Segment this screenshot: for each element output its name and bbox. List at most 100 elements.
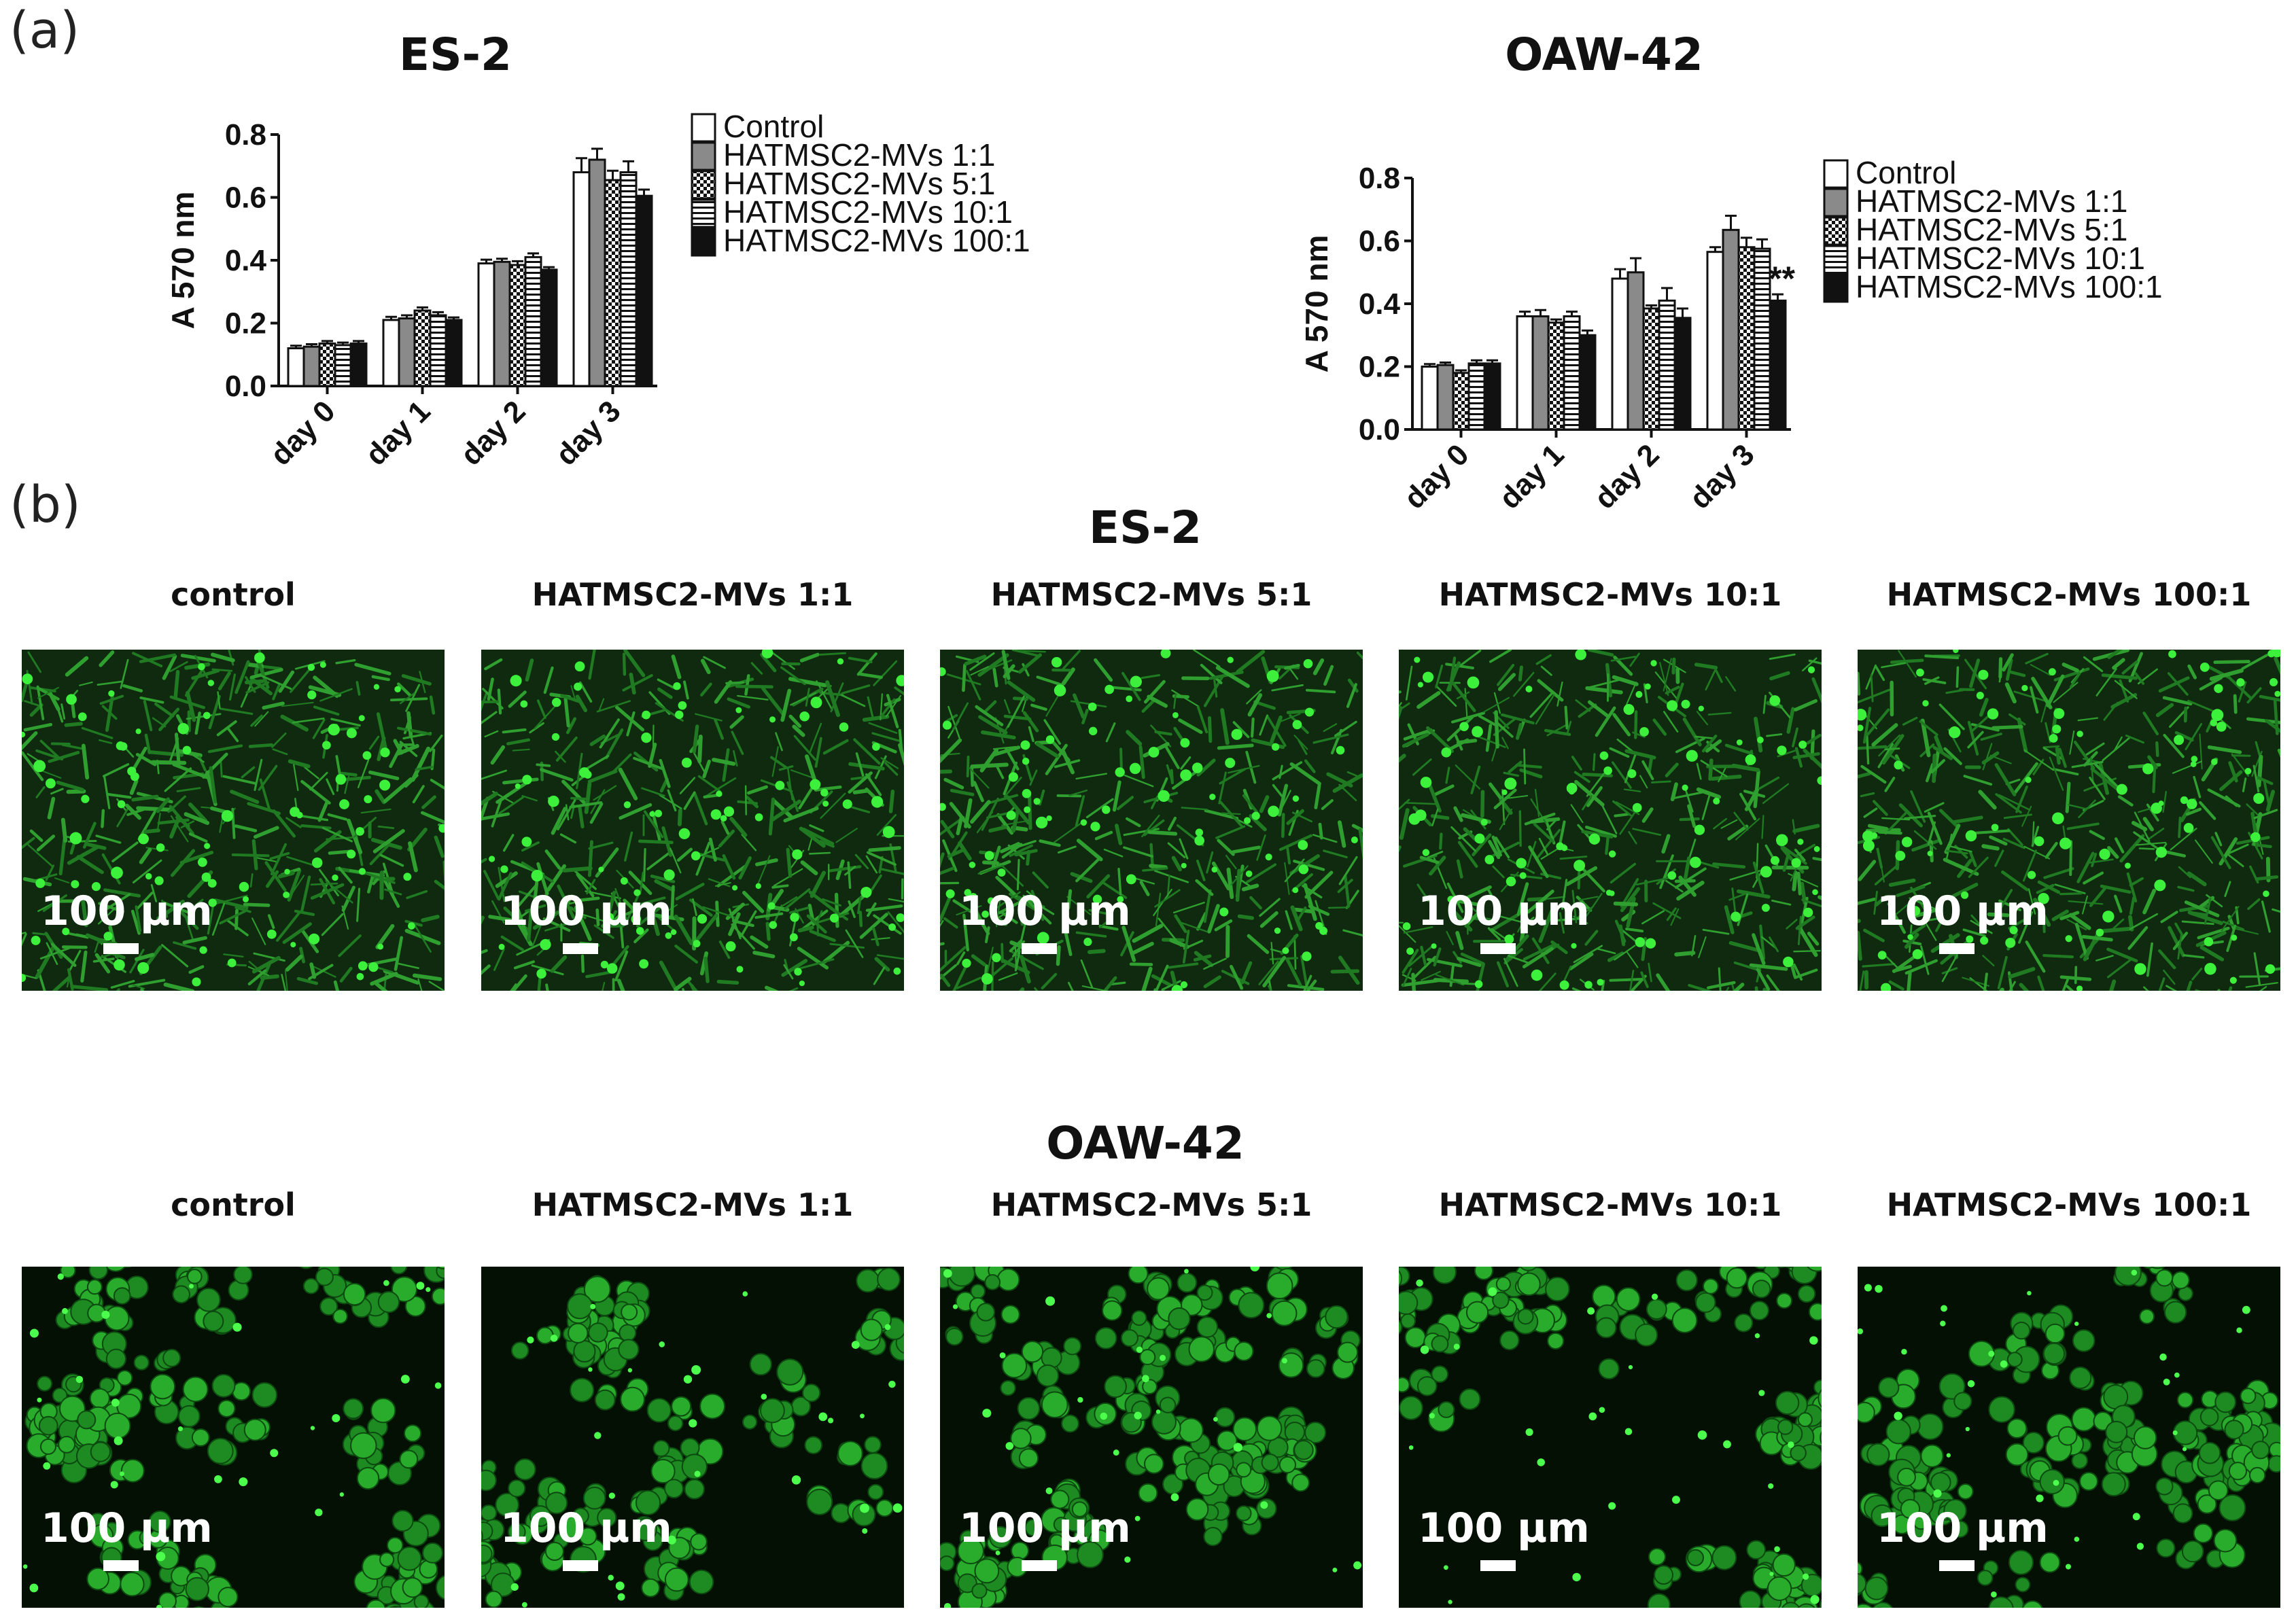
cell-texture [1858, 650, 2280, 991]
micrograph-image: 100 µm [22, 1267, 445, 1608]
legend-label: Control [723, 109, 824, 144]
condition-label: control [171, 576, 296, 613]
scale-bar [103, 1560, 139, 1571]
chart-0: 0.0 0.2 0.4 0.6 0.8 A 570 nm day 0 day 1 day 2 da… [165, 109, 1030, 472]
scale-bar [103, 943, 139, 954]
bar [1563, 315, 1581, 431]
x-tick-label: day 2 [454, 394, 532, 472]
bar [524, 256, 542, 387]
x-tick-label: day 2 [1588, 438, 1665, 515]
bar [619, 171, 638, 387]
x-tick-label: day 3 [549, 394, 627, 472]
scale-bar [1939, 943, 1975, 954]
x-tick-label: day 0 [1397, 438, 1475, 515]
chart-title-es2: ES-2 [399, 29, 512, 81]
y-tick-label: 0.8 [225, 118, 266, 152]
scale-bar-label: 100 µm [500, 887, 672, 935]
bar [1421, 366, 1439, 431]
bar [1753, 247, 1771, 431]
legend-swatch [1823, 216, 1849, 246]
scale-bar [1022, 1560, 1057, 1571]
scale-bar [1939, 1560, 1975, 1571]
scale-bar-label: 100 µm [1418, 887, 1590, 935]
micrograph-image: 100 µm [1858, 650, 2280, 991]
micrograph-image: 100 µm [1399, 650, 1822, 991]
chart-1: 0.0 0.2 0.4 0.6 0.8 A 570 nm day 0 day 1 day 2 da… [1299, 155, 2163, 516]
bar [604, 179, 622, 387]
condition-label: HATMSC2-MVs 1:1 [532, 1186, 854, 1223]
legend-swatch [1823, 273, 1849, 303]
legend-swatch [1823, 245, 1849, 275]
x-tick-label: day 1 [359, 394, 436, 472]
y-tick-label: 0.8 [1359, 162, 1400, 195]
bar [318, 342, 336, 387]
bar [1436, 364, 1455, 431]
bar [287, 347, 305, 387]
bar [540, 268, 558, 387]
bar [445, 319, 463, 387]
legend-label: HATMSC2-MVs 100:1 [1856, 269, 2163, 304]
legend-label: HATMSC2-MVs 10:1 [723, 194, 1013, 230]
legend-swatch [691, 198, 716, 228]
bar [1516, 315, 1534, 431]
chart-title-oaw42: OAW-42 [1505, 29, 1703, 81]
y-axis-label: A 570 nm [165, 192, 201, 330]
legend-label: Control [1856, 155, 1956, 190]
bar [1627, 271, 1645, 431]
bar [1706, 251, 1724, 431]
bar [1769, 299, 1787, 431]
y-tick-label: 0.0 [225, 370, 266, 403]
legend-swatch [691, 113, 716, 143]
legend-swatch [691, 227, 716, 257]
legend-label: HATMSC2-MVs 100:1 [723, 223, 1030, 258]
legend-label: HATMSC2-MVs 10:1 [1856, 241, 2145, 276]
cell-texture [1858, 1267, 2280, 1608]
y-axis-label: A 570 nm [1299, 235, 1334, 373]
legend-label: HATMSC2-MVs 5:1 [723, 166, 995, 201]
cell-texture [940, 650, 1363, 991]
cell-texture [481, 650, 904, 991]
cell-texture [1399, 650, 1822, 991]
scale-bar [1480, 943, 1516, 954]
cell-texture [22, 650, 445, 991]
cell-texture [22, 1267, 445, 1608]
y-tick-label: 0.4 [1359, 287, 1401, 321]
bar [334, 344, 352, 387]
scale-bar-label: 100 µm [1418, 1504, 1590, 1552]
bar [1547, 321, 1565, 431]
bar [413, 309, 432, 387]
cell-texture [481, 1267, 904, 1608]
panel-b-label: (b) [10, 476, 81, 534]
bar [382, 319, 400, 387]
scale-bar-label: 100 µm [500, 1504, 672, 1552]
bar [1611, 277, 1629, 431]
scale-bar-label: 100 µm [959, 887, 1131, 935]
condition-label: HATMSC2-MVs 100:1 [1886, 576, 2252, 613]
condition-label: HATMSC2-MVs 100:1 [1886, 1186, 2252, 1223]
micrograph-image: 100 µm [481, 650, 904, 991]
scale-bar [563, 1560, 598, 1571]
bar [398, 317, 416, 387]
legend-swatch [1823, 159, 1849, 189]
y-tick-label: 0.6 [225, 181, 266, 215]
bar [635, 194, 653, 387]
scale-bar-label: 100 µm [1877, 887, 2049, 935]
micrograph-image: 100 µm [1858, 1267, 2280, 1608]
x-tick-label: day 3 [1683, 438, 1760, 515]
condition-label: HATMSC2-MVs 1:1 [532, 576, 854, 613]
bar [1722, 228, 1740, 431]
cell-texture [1399, 1267, 1822, 1608]
scale-bar [1480, 1560, 1516, 1571]
condition-label: HATMSC2-MVs 5:1 [990, 576, 1312, 613]
legend-swatch [1823, 188, 1849, 217]
micrograph-row-title-es2: ES-2 [1089, 501, 1202, 554]
bar [1452, 372, 1470, 431]
bar [508, 264, 527, 387]
legend-label: HATMSC2-MVs 1:1 [723, 137, 995, 173]
bar [1642, 307, 1660, 431]
legend-label: HATMSC2-MVs 1:1 [1856, 183, 2127, 219]
micrograph-image: 100 µm [481, 1267, 904, 1608]
y-tick-label: 0.0 [1359, 413, 1400, 446]
scale-bar [1022, 943, 1057, 954]
